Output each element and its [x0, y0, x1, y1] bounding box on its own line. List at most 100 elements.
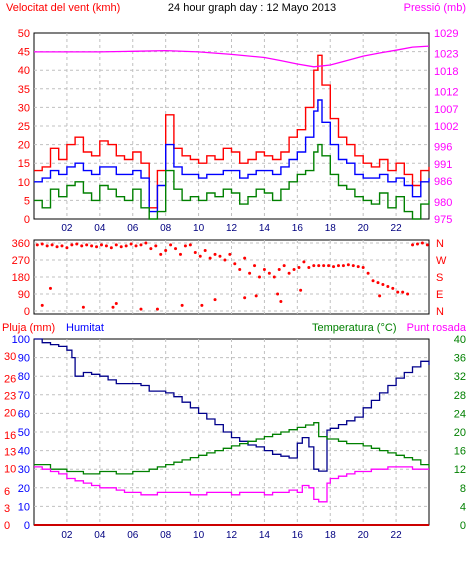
direction-point [341, 264, 345, 268]
direction-point [292, 267, 296, 271]
direction-point [272, 275, 276, 279]
temperature-y-tick-label: 20 [454, 427, 466, 439]
direction-point [213, 298, 217, 302]
temperature-axis-label: Temperatura (°C) [312, 322, 396, 334]
direction-point [411, 243, 415, 247]
pressure-panel-title: Pressió (mb) [404, 2, 466, 14]
direction-point [65, 246, 69, 250]
direction-point [200, 303, 204, 307]
direction-point [406, 292, 410, 296]
direction-point [139, 307, 143, 311]
wind-x-tick-label: 20 [358, 223, 370, 234]
direction-point [149, 247, 153, 251]
direction-point [208, 256, 212, 260]
direction-point [386, 284, 390, 288]
direction-point [282, 264, 286, 268]
rain-y-tick-label: 26 [4, 373, 16, 385]
wind-panel-title: Velocitat del vent (kmh) [6, 2, 120, 14]
direction-point [317, 264, 321, 268]
wind-x-tick-label: 10 [193, 223, 205, 234]
wind-y-tick-label: 15 [18, 158, 30, 170]
direction-point [48, 286, 52, 290]
direction-point [415, 242, 419, 246]
direction-point [164, 249, 168, 253]
rain-y-tick-label: 3 [4, 503, 10, 515]
direction-point [391, 286, 395, 290]
direction-point [267, 271, 271, 275]
wind-y-tick-label: 50 [18, 28, 30, 40]
pressure-y-tick-label: 980 [434, 197, 452, 209]
direction-point [223, 258, 227, 262]
direction-point [233, 262, 237, 266]
pressure-y-tick-label: 991 [434, 159, 452, 171]
direction-compass-label: N [436, 238, 444, 250]
direction-point [287, 271, 291, 275]
wind-y-tick-label: 5 [24, 195, 30, 207]
direction-point [361, 266, 365, 270]
pressure-y-tick-label: 1007 [434, 104, 458, 116]
direction-point [257, 275, 261, 279]
pressure-y-tick-label: 1012 [434, 87, 458, 99]
rain-y-tick-label: 10 [4, 464, 16, 476]
direction-point [45, 244, 49, 248]
temp-hum-x-tick-label: 12 [226, 530, 238, 541]
direction-point [203, 249, 207, 253]
temp-hum-x-tick-label: 16 [292, 530, 304, 541]
temp-hum-series-dew_point-line [34, 466, 429, 503]
direction-point [50, 243, 54, 247]
direction-point [218, 254, 222, 258]
temperature-y-tick-label: 28 [454, 390, 466, 402]
direction-point [248, 271, 252, 275]
direction-point [193, 250, 197, 254]
wind-x-tick-label: 18 [325, 223, 337, 234]
temp-hum-x-tick-label: 02 [61, 530, 73, 541]
humidity-y-tick-label: 60 [18, 408, 30, 420]
direction-y-tick-label: 360 [12, 238, 30, 250]
direction-point [90, 244, 94, 248]
direction-point [104, 244, 108, 248]
direction-point [70, 243, 74, 247]
direction-compass-label: N [436, 306, 444, 318]
temp-hum-x-tick-label: 08 [160, 530, 172, 541]
humidity-y-tick-label: 10 [18, 501, 30, 513]
direction-point [262, 267, 266, 271]
direction-point [198, 254, 202, 258]
direction-point [366, 271, 370, 275]
direction-point [129, 242, 133, 246]
temp-hum-x-tick-label: 22 [391, 530, 403, 541]
humidity-y-tick-label: 30 [18, 464, 30, 476]
temp-hum-x-tick-label: 04 [94, 530, 106, 541]
rain-y-tick-label: 13 [4, 447, 16, 459]
temperature-y-tick-label: 12 [454, 464, 466, 476]
dew-point-axis-label: Punt rosada [407, 322, 467, 334]
temp-hum-series-temperature-line [34, 422, 430, 475]
temp-hum-x-tick-label: 20 [358, 530, 370, 541]
direction-point [169, 243, 173, 247]
temperature-y-tick-label: 32 [454, 371, 466, 383]
direction-point [401, 290, 405, 294]
direction-point [155, 307, 159, 311]
direction-point [174, 247, 178, 251]
direction-point [371, 279, 375, 283]
direction-point [238, 267, 242, 271]
direction-point [297, 266, 301, 270]
humidity-y-tick-label: 40 [18, 446, 30, 458]
direction-point [243, 256, 247, 260]
wind-y-tick-label: 45 [18, 47, 30, 59]
direction-point [356, 265, 360, 269]
wind-x-tick-label: 22 [391, 223, 403, 234]
humidity-y-tick-label: 100 [12, 334, 30, 346]
rain-axis-label: Pluja (mm) [2, 322, 55, 334]
direction-point [81, 305, 85, 309]
direction-point [376, 281, 380, 285]
direction-y-tick-label: 90 [18, 289, 30, 301]
temperature-y-tick-label: 4 [460, 501, 466, 513]
pressure-y-tick-label: 986 [434, 176, 452, 188]
humidity-y-tick-label: 50 [18, 427, 30, 439]
direction-point [55, 245, 59, 249]
rain-y-tick-label: 0 [4, 520, 10, 532]
direction-point [425, 243, 429, 247]
direction-point [119, 245, 123, 249]
direction-point [279, 300, 283, 304]
